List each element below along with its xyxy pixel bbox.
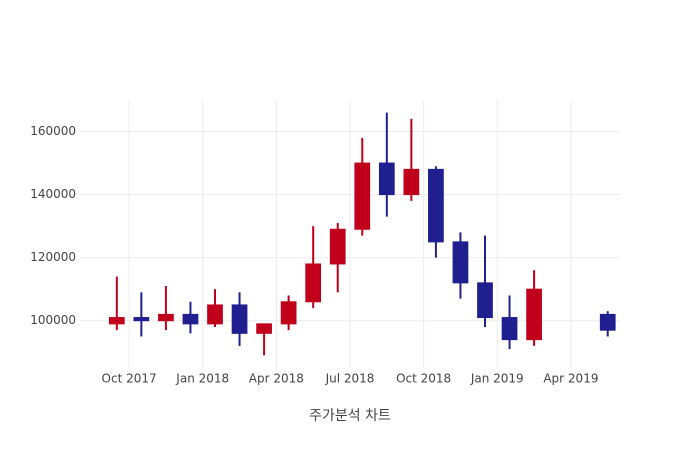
x-tick-label: Jan 2019 bbox=[470, 372, 524, 386]
y-tick-label: 140000 bbox=[30, 187, 76, 201]
candle-body bbox=[256, 323, 272, 334]
y-tick-label: 100000 bbox=[30, 313, 76, 327]
y-tick-label: 120000 bbox=[30, 250, 76, 264]
x-tick-label: Apr 2018 bbox=[249, 372, 304, 386]
candle-body bbox=[133, 317, 150, 322]
candle-body bbox=[305, 263, 322, 303]
candle-body bbox=[354, 162, 371, 230]
candle-body bbox=[403, 168, 420, 196]
candle-body bbox=[280, 301, 297, 325]
x-axis-title: 주가분석 차트 bbox=[309, 408, 391, 424]
candle-body bbox=[108, 317, 125, 325]
x-tick-label: Oct 2017 bbox=[102, 372, 157, 386]
candle-body bbox=[477, 282, 493, 319]
candle-body bbox=[329, 228, 346, 265]
x-tick-label: Jul 2018 bbox=[325, 372, 375, 386]
candle-body bbox=[428, 168, 444, 243]
x-tick-label: Apr 2019 bbox=[543, 372, 598, 386]
candle-body bbox=[182, 313, 199, 325]
y-tick-label: 160000 bbox=[30, 124, 76, 138]
candle-body bbox=[526, 288, 542, 341]
candle-body bbox=[158, 313, 174, 322]
candle-body bbox=[207, 304, 223, 325]
x-tick-label: Oct 2018 bbox=[396, 372, 451, 386]
candle-body bbox=[501, 317, 518, 341]
candle-body bbox=[231, 304, 248, 334]
candle-body bbox=[378, 162, 395, 196]
x-tick-label: Jan 2018 bbox=[175, 372, 229, 386]
candle-body bbox=[452, 241, 469, 284]
candle-body bbox=[599, 313, 616, 331]
